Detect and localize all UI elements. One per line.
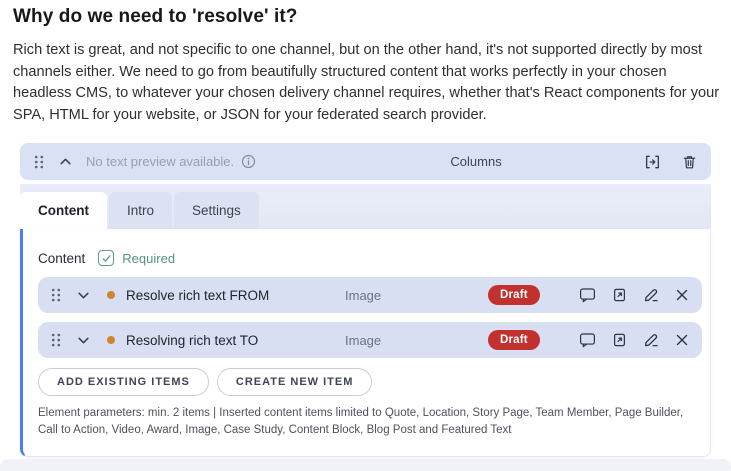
element-label: Content (38, 250, 86, 266)
tab-content[interactable]: Content (20, 192, 107, 229)
drag-handle-icon[interactable] (51, 288, 61, 302)
tab-settings[interactable]: Settings (174, 192, 259, 229)
workflow-status-dot (107, 336, 115, 344)
chevron-up-icon[interactable] (59, 155, 72, 168)
convert-component-icon[interactable] (644, 154, 661, 170)
open-item-icon[interactable] (612, 332, 627, 348)
linked-items-element-card: No text preview available. Columns Conte… (20, 143, 711, 457)
drag-handle-icon[interactable] (51, 333, 61, 347)
element-label-row: Content Required (38, 247, 702, 269)
required-checkbox[interactable] (98, 250, 115, 266)
edit-icon[interactable] (643, 287, 659, 303)
drag-handle-icon[interactable] (34, 155, 44, 169)
element-panel: Content Required Resolve rich text FROM … (20, 229, 711, 457)
tab-intro[interactable]: Intro (109, 192, 173, 229)
comment-icon[interactable] (579, 287, 596, 303)
page-title: Why do we need to 'resolve' it? (13, 6, 298, 27)
next-element-strip (0, 459, 731, 471)
item-type-label: Image (345, 287, 382, 303)
chevron-down-icon[interactable] (77, 334, 90, 347)
status-badge: Draft (488, 330, 540, 350)
remove-icon[interactable] (675, 333, 689, 347)
item-name[interactable]: Resolving rich text TO (126, 332, 259, 348)
item-type-label: Image (345, 332, 382, 348)
info-icon[interactable] (241, 154, 256, 169)
status-badge: Draft (488, 285, 540, 305)
item-actions-row: ADD EXISTING ITEMS CREATE NEW ITEM (38, 368, 702, 396)
create-new-item-button[interactable]: CREATE NEW ITEM (216, 368, 373, 396)
intro-paragraph: Rich text is great, and not specific to … (13, 42, 720, 123)
open-item-icon[interactable] (612, 287, 627, 303)
element-parameters-text: Element parameters: min. 2 items | Inser… (38, 407, 684, 436)
tab-bar: Content Intro Settings (20, 184, 711, 229)
chevron-down-icon[interactable] (77, 289, 90, 302)
add-existing-items-button[interactable]: ADD EXISTING ITEMS (38, 368, 209, 396)
content-type-label: Columns (450, 154, 502, 169)
edit-icon[interactable] (643, 332, 659, 348)
item-name[interactable]: Resolve rich text FROM (126, 287, 270, 303)
element-header-bar[interactable]: No text preview available. Columns (20, 143, 711, 180)
linked-item-row[interactable]: Resolve rich text FROM Image Draft (38, 277, 702, 313)
required-label: Required (122, 250, 176, 266)
trash-icon[interactable] (682, 154, 697, 170)
linked-item-row[interactable]: Resolving rich text TO Image Draft (38, 322, 702, 358)
comment-icon[interactable] (579, 332, 596, 348)
remove-icon[interactable] (675, 288, 689, 302)
no-preview-text: No text preview available. (86, 154, 235, 169)
workflow-status-dot (107, 291, 115, 299)
